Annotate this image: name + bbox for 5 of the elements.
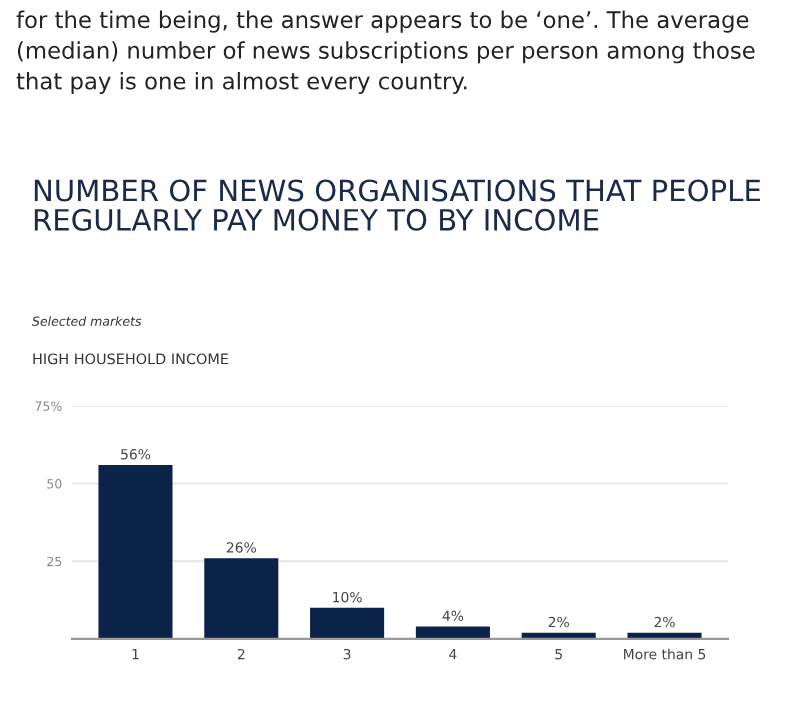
bar — [310, 607, 385, 639]
text: for the time being, the answer appears to be ‘one’. The average (median) number of news subscriptions per person among those that pay is one in almost every country. — [16, 10, 755, 95]
bar — [204, 558, 279, 639]
bar — [98, 464, 173, 639]
chart-title: NUMBER OF NEWS ORGANISATIONS THAT PEOPLE REGULARLY PAY MONEY TO BY INCOME — [34, 179, 761, 231]
